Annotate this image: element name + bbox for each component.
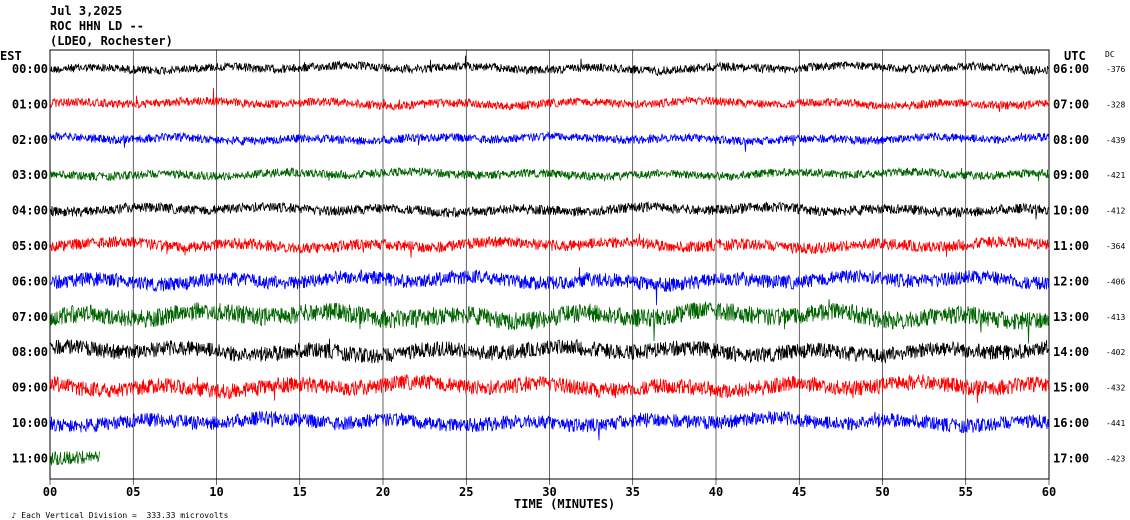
est-hour-label: 06:00 bbox=[12, 274, 48, 288]
utc-hour-label: 12:00 bbox=[1053, 274, 1089, 288]
trace-line bbox=[49, 374, 1050, 404]
est-hour-label: 09:00 bbox=[12, 381, 48, 395]
utc-hour-label: 10:00 bbox=[1053, 204, 1089, 218]
dc-offset-label: -439 bbox=[1106, 136, 1125, 145]
x-tick-label: 15 bbox=[293, 485, 307, 499]
dc-offset-label: -406 bbox=[1106, 277, 1125, 286]
trace-line bbox=[49, 410, 1050, 441]
utc-hour-label: 08:00 bbox=[1053, 133, 1089, 147]
header-station: ROC HHN LD -- bbox=[50, 19, 144, 33]
x-tick-label: 60 bbox=[1042, 485, 1056, 499]
dc-offset-label: -402 bbox=[1106, 348, 1125, 357]
trace-line bbox=[49, 450, 100, 466]
est-hour-label: 03:00 bbox=[12, 168, 48, 182]
dc-offset-label: -412 bbox=[1106, 207, 1125, 216]
x-tick-label: 25 bbox=[459, 485, 473, 499]
utc-hour-label: 09:00 bbox=[1053, 168, 1089, 182]
trace-line bbox=[49, 200, 1050, 220]
trace-line bbox=[50, 299, 1050, 344]
dc-offset-label: -328 bbox=[1106, 100, 1125, 109]
x-tick-label: 40 bbox=[709, 485, 723, 499]
est-hour-label: 08:00 bbox=[12, 345, 48, 359]
dc-offset-label: -421 bbox=[1106, 171, 1125, 180]
trace-line bbox=[49, 87, 1050, 113]
x-tick-label: 50 bbox=[875, 485, 889, 499]
right-timezone-label: UTC bbox=[1064, 49, 1086, 63]
est-hour-label: 02:00 bbox=[12, 133, 48, 147]
x-tick-label: 05 bbox=[126, 485, 140, 499]
trace-line bbox=[49, 55, 1050, 77]
utc-hour-label: 17:00 bbox=[1053, 451, 1089, 465]
header-network: (LDEO, Rochester) bbox=[50, 34, 173, 48]
est-hour-label: 10:00 bbox=[12, 416, 48, 430]
x-tick-label: 55 bbox=[959, 485, 973, 499]
est-hour-label: 07:00 bbox=[12, 310, 48, 324]
scale-note: ♪ Each Vertical Division = 333.33 microv… bbox=[2, 502, 229, 520]
trace-line bbox=[49, 233, 1050, 258]
utc-hour-label: 11:00 bbox=[1053, 239, 1089, 253]
header-date: Jul 3,2025 bbox=[50, 4, 123, 18]
est-hour-label: 04:00 bbox=[12, 204, 48, 218]
dc-offset-label: -413 bbox=[1106, 313, 1125, 322]
est-hour-label: 05:00 bbox=[12, 239, 48, 253]
utc-hour-label: 16:00 bbox=[1053, 416, 1089, 430]
utc-hour-label: 06:00 bbox=[1053, 62, 1089, 76]
x-tick-label: 00 bbox=[43, 485, 57, 499]
utc-hour-label: 13:00 bbox=[1053, 310, 1089, 324]
est-hour-label: 00:00 bbox=[12, 62, 48, 76]
est-hour-label: 11:00 bbox=[12, 451, 48, 465]
dc-offset-label: -376 bbox=[1106, 65, 1125, 74]
x-tick-label: 30 bbox=[542, 485, 556, 499]
scale-note-text: Each Vertical Division = 333.33 microvol… bbox=[21, 511, 229, 520]
utc-hour-label: 14:00 bbox=[1053, 345, 1089, 359]
dc-offset-label: -364 bbox=[1106, 242, 1125, 251]
trace-line bbox=[49, 131, 1050, 152]
est-hour-label: 01:00 bbox=[12, 97, 48, 111]
x-tick-label: 35 bbox=[626, 485, 640, 499]
x-tick-label: 45 bbox=[792, 485, 806, 499]
dc-offset-label: -423 bbox=[1106, 454, 1125, 463]
dc-label: DC bbox=[1105, 50, 1115, 59]
dc-offset-label: -441 bbox=[1106, 419, 1125, 428]
trace-line bbox=[49, 338, 1050, 364]
trace-line bbox=[49, 267, 1050, 306]
utc-hour-label: 15:00 bbox=[1053, 381, 1089, 395]
x-axis-title: TIME (MINUTES) bbox=[514, 497, 616, 511]
dc-offset-label: -432 bbox=[1106, 384, 1125, 393]
trace-line bbox=[49, 166, 1050, 182]
left-timezone-label: EST bbox=[0, 49, 22, 63]
x-tick-label: 20 bbox=[376, 485, 390, 499]
utc-hour-label: 07:00 bbox=[1053, 97, 1089, 111]
x-tick-label: 10 bbox=[209, 485, 223, 499]
scale-note-mark: ♪ bbox=[11, 511, 22, 520]
